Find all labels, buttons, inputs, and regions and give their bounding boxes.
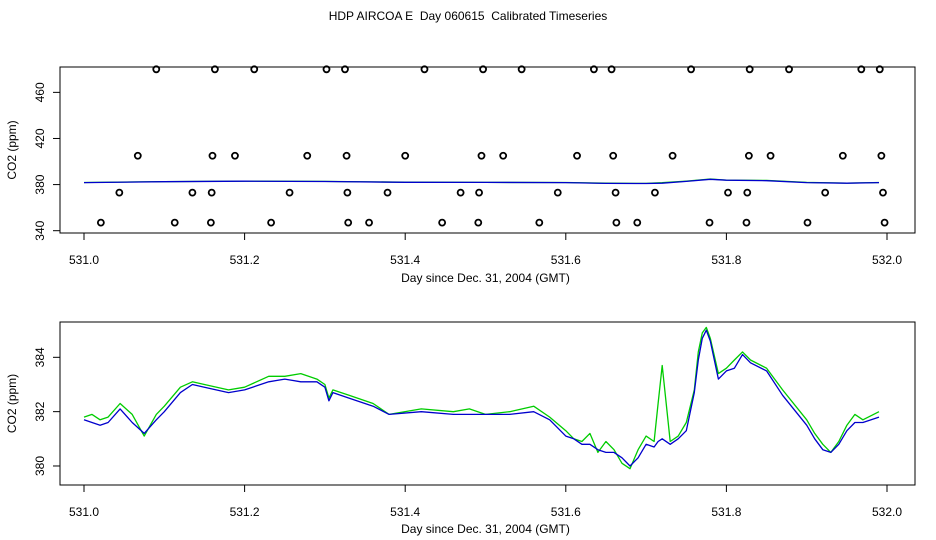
chart-panel-2: 531.0 531.2 531.4 531.6 531.8 532.0 380 382 384 D… — [5, 321, 916, 536]
data-point — [285, 188, 294, 197]
y-tick-label: 380 — [33, 456, 47, 476]
data-point — [303, 151, 312, 160]
x-tick-label: 531.6 — [551, 505, 581, 519]
data-point — [668, 151, 677, 160]
y-tick-label: 380 — [33, 174, 47, 194]
series-line-1 — [83, 326, 880, 470]
data-point — [344, 218, 353, 227]
data-point — [438, 218, 447, 227]
data-point — [517, 65, 526, 74]
data-point — [231, 151, 239, 160]
data-point — [152, 65, 161, 74]
x-tick-label: 531.0 — [69, 505, 99, 519]
data-point — [687, 65, 695, 74]
data-point — [499, 151, 508, 160]
data-point — [383, 188, 392, 197]
data-point — [612, 218, 621, 227]
y-tick-label: 420 — [33, 128, 47, 148]
x-tick-label: 532.0 — [872, 253, 902, 267]
data-point — [267, 218, 275, 227]
x-axis-label: Day since Dec. 31, 2004 (GMT) — [401, 522, 570, 536]
data-point — [611, 188, 620, 197]
data-point — [342, 151, 351, 160]
data-point — [745, 65, 754, 74]
x-axis-label: Day since Dec. 31, 2004 (GMT) — [401, 271, 570, 285]
data-point — [705, 218, 714, 227]
x-tick-label: 531.2 — [230, 505, 260, 519]
data-point — [821, 188, 830, 197]
data-point — [724, 188, 732, 197]
data-point — [133, 151, 142, 160]
data-point — [785, 65, 793, 74]
y-tick-label: 384 — [33, 347, 47, 367]
data-point — [553, 188, 562, 197]
series-line-2 — [83, 329, 880, 467]
data-point — [96, 218, 105, 227]
data-point — [838, 151, 847, 160]
data-point — [744, 151, 753, 160]
data-point — [420, 65, 429, 74]
data-point — [474, 218, 483, 227]
data-point — [170, 218, 179, 227]
data-point — [365, 218, 373, 227]
data-point — [475, 188, 483, 197]
data-point — [535, 218, 544, 227]
data-point — [590, 65, 598, 74]
data-point — [880, 218, 889, 227]
data-point — [609, 151, 618, 160]
data-point — [573, 151, 581, 160]
data-point — [206, 218, 215, 227]
data-point — [875, 65, 884, 74]
data-point — [651, 188, 659, 197]
data-point — [743, 188, 752, 197]
chart-panel-1: 531.0 531.2 531.4 531.6 531.8 532.0 340 380 420 4… — [5, 65, 916, 285]
y-tick-label: 340 — [33, 220, 47, 240]
data-point — [479, 65, 487, 74]
x-tick-label: 531.0 — [69, 253, 99, 267]
y-axis-label: CO2 (ppm) — [5, 374, 19, 433]
plot-frame — [59, 66, 916, 234]
data-point — [250, 65, 259, 74]
data-point — [742, 218, 751, 227]
data-point — [766, 151, 775, 160]
data-point — [477, 151, 486, 160]
data-point — [607, 65, 616, 74]
data-point — [208, 151, 217, 160]
plot-frame — [59, 321, 916, 486]
data-point — [857, 65, 866, 74]
x-tick-label: 531.6 — [551, 253, 581, 267]
data-point — [188, 188, 197, 197]
data-point — [207, 188, 216, 197]
data-point — [115, 188, 124, 197]
data-point — [803, 218, 812, 227]
x-tick-label: 531.4 — [390, 505, 420, 519]
y-tick-label: 382 — [33, 401, 47, 421]
x-tick-label: 531.8 — [711, 253, 741, 267]
data-point — [633, 218, 642, 227]
page-title: HDP AIRCOA E Day 060615 Calibrated Times… — [328, 9, 608, 23]
series-line-2 — [83, 178, 880, 185]
x-tick-label: 532.0 — [872, 505, 902, 519]
data-point — [341, 65, 349, 74]
data-point — [322, 65, 331, 74]
data-point — [877, 151, 886, 160]
data-point — [343, 188, 352, 197]
y-axis-label: CO2 (ppm) — [5, 120, 19, 179]
x-tick-label: 531.4 — [390, 253, 420, 267]
y-tick-label: 460 — [33, 82, 47, 102]
x-tick-label: 531.8 — [711, 505, 741, 519]
data-point — [879, 188, 887, 197]
data-point — [210, 65, 219, 74]
x-tick-label: 531.2 — [230, 253, 260, 267]
data-point — [456, 188, 465, 197]
data-point — [401, 151, 410, 160]
